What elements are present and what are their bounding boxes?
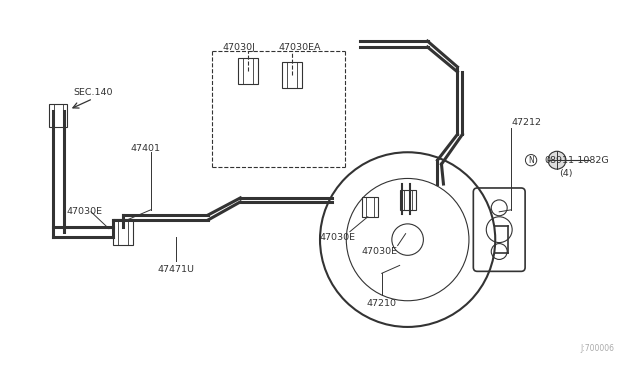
Text: 47401: 47401	[131, 144, 161, 153]
Bar	[399, 190, 415, 210]
Bar	[282, 62, 302, 88]
Text: 47030E: 47030E	[320, 233, 356, 242]
Text: 47210: 47210	[367, 299, 397, 308]
Text: (4): (4)	[559, 169, 572, 177]
Bar	[362, 196, 378, 217]
Text: 47471U: 47471U	[157, 265, 194, 274]
Bar	[238, 58, 259, 84]
Text: SEC.140: SEC.140	[73, 88, 113, 97]
Text: 08911-1082G: 08911-1082G	[544, 156, 609, 165]
Text: N: N	[528, 156, 534, 165]
Text: 47030J: 47030J	[223, 42, 255, 52]
Circle shape	[548, 151, 566, 169]
Text: 47030EA: 47030EA	[278, 42, 321, 52]
Bar	[49, 104, 67, 127]
Bar	[113, 219, 133, 244]
Text: J:700006: J:700006	[581, 344, 615, 353]
Text: 47030E: 47030E	[66, 207, 102, 216]
Text: 47030E: 47030E	[362, 247, 398, 256]
Text: 47212: 47212	[511, 118, 541, 127]
